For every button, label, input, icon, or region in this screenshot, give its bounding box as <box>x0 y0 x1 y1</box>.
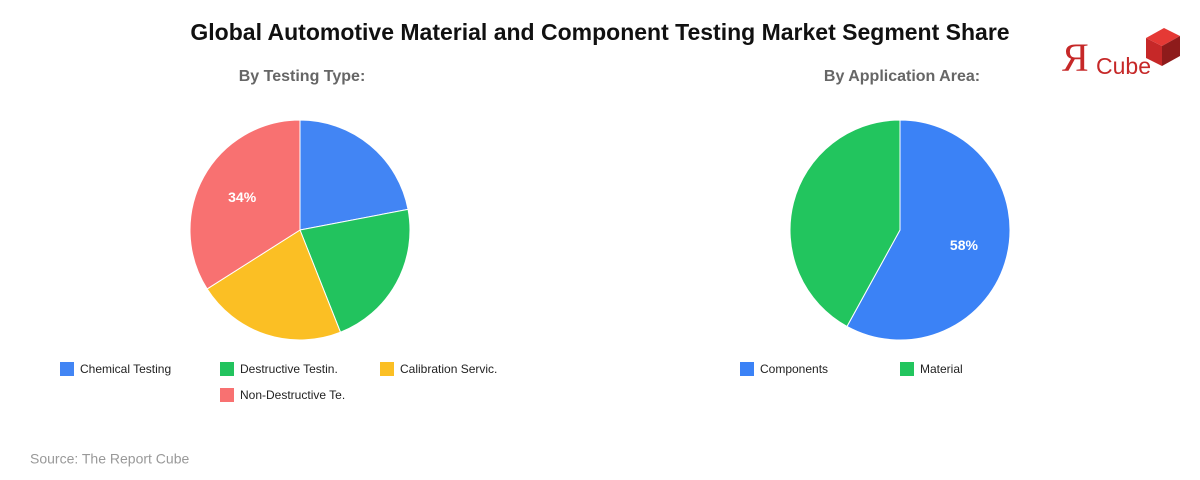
legend-swatch <box>740 362 754 376</box>
legend-label: Calibration Servic. <box>400 362 497 376</box>
pie-slice <box>299 208 411 333</box>
legend-swatch <box>900 362 914 376</box>
logo-cube-left <box>1146 38 1162 66</box>
pie-slice <box>189 119 301 290</box>
source: Source: The Report Cube <box>30 451 189 467</box>
legend-label: Destructive Testin. <box>240 362 338 376</box>
pie-slice <box>846 119 1011 341</box>
legend-swatch <box>60 362 74 376</box>
logo-cube-right <box>1162 36 1180 66</box>
pie-slice <box>299 119 409 231</box>
chart-title: By Testing Type: <box>239 68 366 85</box>
logo-cube-top <box>1146 28 1180 46</box>
legend-swatch <box>380 362 394 376</box>
main-title: Global Automotive Material and Component… <box>190 19 1009 45</box>
legend-label: Components <box>760 362 828 376</box>
slice-label: 34% <box>228 189 257 205</box>
pie-slice <box>789 119 901 328</box>
legend-swatch <box>220 362 234 376</box>
chart-title: By Application Area: <box>824 68 980 85</box>
legend-swatch <box>220 388 234 402</box>
logo-text: Cube <box>1096 53 1151 79</box>
logo-mark: Я <box>1062 35 1089 80</box>
logo: Я Cube <box>1062 28 1180 80</box>
legend-label: Non-Destructive Te. <box>240 388 345 402</box>
legend-label: Chemical Testing <box>80 362 171 376</box>
legend-label: Material <box>920 362 963 376</box>
pie-slice <box>206 229 342 341</box>
slice-label: 58% <box>950 237 979 253</box>
